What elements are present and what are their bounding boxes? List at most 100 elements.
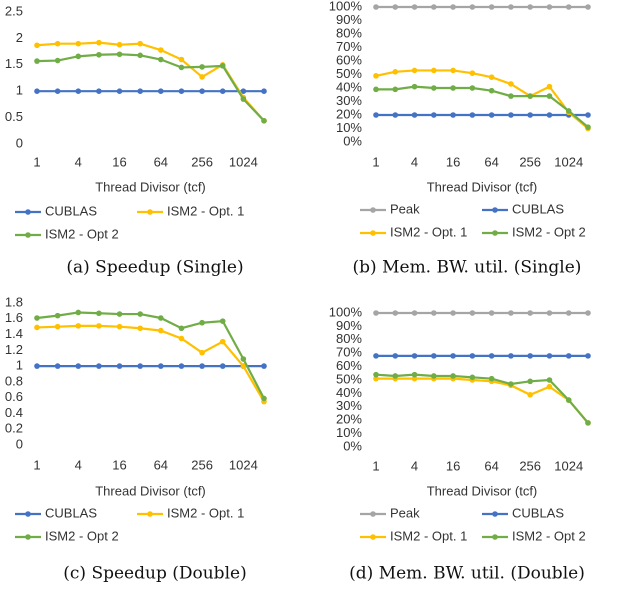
x-tick-label: 4 <box>411 458 418 473</box>
data-point <box>411 67 418 74</box>
data-point <box>392 373 399 379</box>
data-point <box>54 312 61 319</box>
data-point <box>34 324 40 331</box>
data-point <box>34 315 40 321</box>
data-point <box>546 4 553 10</box>
data-point <box>240 88 247 94</box>
data-point <box>585 420 591 426</box>
y-tick-label: 1.6 <box>5 310 23 325</box>
data-point <box>75 309 82 316</box>
data-point <box>261 363 267 369</box>
data-point <box>373 4 379 10</box>
y-tick-label: 80% <box>336 25 362 40</box>
legend-label: Peak <box>390 201 420 216</box>
data-point <box>565 353 572 359</box>
y-tick-label: 1.4 <box>5 326 23 341</box>
data-point <box>546 83 553 90</box>
data-point <box>75 363 82 369</box>
y-tick-label: 90% <box>336 12 362 27</box>
data-point <box>137 311 143 317</box>
data-point <box>585 4 591 10</box>
data-point <box>488 112 495 118</box>
data-point <box>508 310 514 316</box>
data-point <box>116 41 123 48</box>
data-point <box>565 397 572 403</box>
legend-marker <box>492 534 498 540</box>
data-point <box>508 381 514 387</box>
caption: (b) Mem. BW. util. (Single) <box>353 258 582 278</box>
x-tick-label: 16 <box>112 457 126 472</box>
x-tick-label: 4 <box>75 457 82 472</box>
data-point <box>116 323 123 330</box>
legend-label: ISM2 - Opt 2 <box>45 528 119 543</box>
data-point <box>546 112 553 118</box>
data-point <box>488 375 495 382</box>
data-point <box>585 112 591 118</box>
data-point <box>411 83 418 90</box>
data-point <box>585 353 591 359</box>
x-axis-label: Thread Divisor (tcf) <box>95 483 206 498</box>
x-tick-label: 64 <box>484 458 498 473</box>
legend-marker <box>25 209 31 215</box>
data-point <box>546 383 553 390</box>
legend-marker <box>147 511 153 517</box>
x-tick-label: 4 <box>411 154 418 169</box>
data-point <box>373 371 379 378</box>
data-point <box>54 57 61 64</box>
data-point <box>240 96 247 102</box>
x-tick-label: 16 <box>446 458 460 473</box>
y-tick-label: 70% <box>336 345 362 360</box>
series-line <box>36 311 265 399</box>
data-point <box>199 64 205 70</box>
data-point <box>96 39 102 46</box>
data-point <box>392 86 399 93</box>
series-line <box>376 377 589 424</box>
x-tick-label: 256 <box>191 457 213 472</box>
x-tick-label: 1 <box>372 458 379 473</box>
data-point <box>158 327 164 334</box>
y-tick-label: 40% <box>336 385 362 400</box>
data-point <box>261 117 267 124</box>
data-point <box>158 88 164 94</box>
data-point <box>488 4 495 10</box>
data-point <box>373 375 379 382</box>
data-point <box>508 4 514 10</box>
data-point <box>508 112 514 118</box>
y-tick-label: 60% <box>336 52 362 67</box>
series-line <box>375 373 589 424</box>
data-point <box>392 353 399 359</box>
data-point <box>565 108 572 114</box>
series-line <box>36 324 265 403</box>
data-point <box>178 88 185 94</box>
data-point <box>431 85 437 91</box>
data-point <box>34 42 40 49</box>
data-point <box>527 378 533 385</box>
data-point <box>450 4 456 10</box>
data-point <box>219 318 226 324</box>
data-point <box>178 325 185 332</box>
y-tick-label: 1.5 <box>5 56 23 71</box>
data-point <box>411 375 418 382</box>
y-tick-label: 1 <box>16 83 23 98</box>
legend-label: CUBLAS <box>512 505 564 520</box>
y-tick-label: 0 <box>16 436 23 451</box>
data-point <box>158 363 164 369</box>
data-point <box>411 112 418 118</box>
y-tick-label: 0.8 <box>5 373 23 388</box>
x-tick-label: 256 <box>519 458 541 473</box>
data-point <box>137 88 143 94</box>
y-tick-label: 10% <box>336 120 362 135</box>
y-tick-label: 90% <box>336 318 362 333</box>
legend-marker <box>492 511 498 517</box>
data-point <box>199 88 205 94</box>
data-point <box>450 67 456 74</box>
data-point <box>373 73 379 79</box>
data-point <box>96 363 102 369</box>
data-point <box>450 112 456 118</box>
data-point <box>178 64 185 71</box>
data-point <box>261 395 267 402</box>
data-point <box>469 310 476 316</box>
legend-label: ISM2 - Opt. 1 <box>167 505 244 520</box>
y-tick-label: 1.8 <box>5 294 23 309</box>
